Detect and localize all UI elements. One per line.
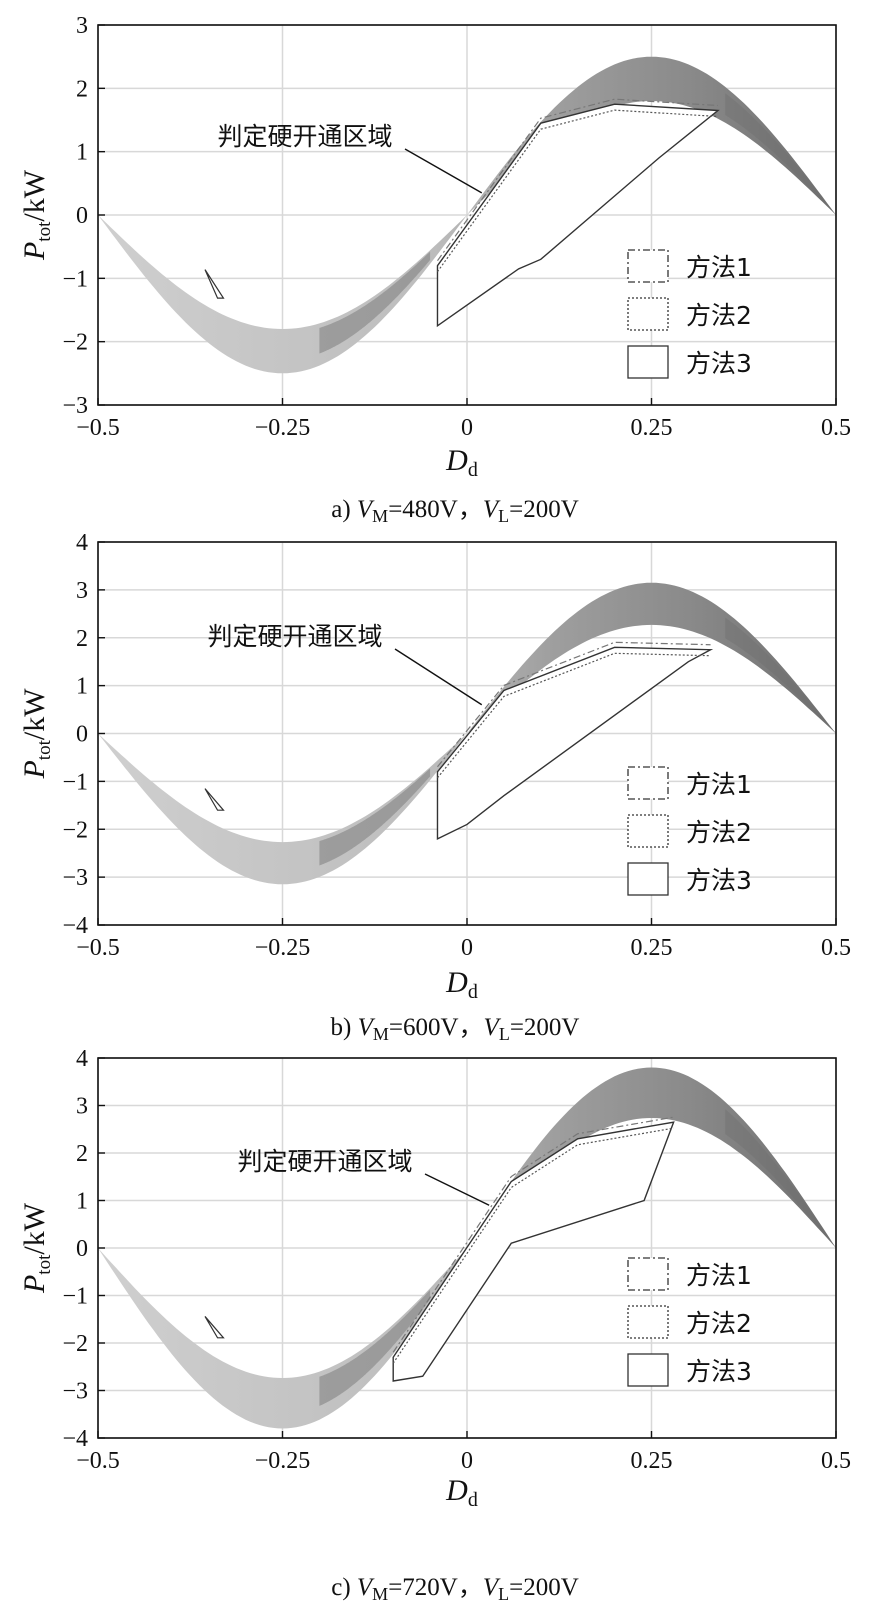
y-tick-label: 4	[76, 530, 88, 556]
power-surface	[98, 1067, 836, 1429]
legend-label-2: 方法2	[686, 1309, 752, 1338]
x-tick-label: 0	[461, 935, 473, 961]
hard-switch-notch	[204, 1316, 225, 1339]
dark-band-right	[725, 1109, 836, 1248]
dark-band-left	[319, 768, 431, 866]
legend-swatch-1	[627, 766, 669, 800]
y-tick-label: 0	[76, 722, 88, 748]
x-tick-label: 0.5	[821, 935, 851, 961]
x-tick-label: 0	[461, 1448, 473, 1474]
y-axis-label: Ptot/kW	[18, 169, 55, 261]
legend-swatch-1	[627, 1257, 669, 1291]
y-tick-label: 2	[76, 1141, 88, 1167]
legend-label-3: 方法3	[686, 349, 752, 378]
panel-caption: a) VM=480V，VL=200V	[331, 496, 579, 526]
annotation-leader	[394, 648, 483, 706]
hard-switch-notch	[204, 269, 225, 299]
x-axis-label: Dd	[445, 1474, 478, 1511]
x-tick-label: −0.5	[76, 935, 120, 961]
y-tick-label: −2	[62, 817, 88, 843]
legend-swatch-2	[627, 814, 669, 848]
y-tick-label: −1	[62, 1284, 88, 1310]
y-tick-label: 3	[76, 578, 88, 604]
legend-label-3: 方法3	[686, 866, 752, 895]
hard-switch-region	[392, 1121, 675, 1382]
hard-switch-region	[436, 103, 720, 328]
method2-boundary	[392, 1127, 674, 1364]
legend-label-2: 方法2	[686, 818, 752, 847]
panel-caption: b) VM=600V，VL=200V	[331, 1014, 580, 1044]
x-axis-label: Dd	[445, 444, 478, 481]
method1-boundary	[437, 641, 711, 768]
legend-label-1: 方法1	[686, 770, 752, 799]
y-tick-label: 0	[76, 1236, 88, 1262]
x-tick-label: 0.25	[631, 1448, 673, 1474]
annotation-label: 判定硬开通区域	[217, 122, 392, 151]
legend-swatch-2	[627, 297, 669, 331]
annotation-label: 判定硬开通区域	[237, 1147, 412, 1176]
y-tick-label: −3	[62, 865, 88, 891]
x-tick-label: −0.5	[76, 1448, 120, 1474]
power-surface	[98, 582, 836, 885]
dark-band-left	[319, 1289, 431, 1406]
panel-caption: c) VM=720V，VL=200V	[331, 1574, 579, 1604]
y-tick-label: −3	[62, 1379, 88, 1405]
y-tick-label: −1	[62, 266, 88, 292]
y-tick-label: 4	[76, 1046, 88, 1072]
x-tick-label: 0.25	[631, 935, 673, 961]
y-tick-label: 0	[76, 203, 88, 229]
hard-switch-region	[436, 646, 714, 840]
legend-label-3: 方法3	[686, 1357, 752, 1386]
legend-label-2: 方法2	[686, 301, 752, 330]
x-tick-label: −0.25	[255, 415, 311, 441]
dark-band-left	[319, 251, 431, 354]
hard-switch-notch	[204, 788, 225, 811]
y-tick-label: 3	[76, 13, 88, 39]
y-tick-label: 3	[76, 1094, 88, 1120]
method2-boundary	[436, 109, 718, 273]
y-tick-label: 1	[76, 1189, 88, 1215]
y-tick-label: −2	[62, 1331, 88, 1357]
y-tick-label: −4	[62, 913, 88, 939]
y-tick-label: 2	[76, 626, 88, 652]
method2-boundary	[437, 652, 711, 779]
y-tick-label: 2	[76, 76, 88, 102]
x-tick-label: 0.5	[821, 1448, 851, 1474]
annotation-leader	[404, 148, 483, 194]
x-tick-label: 0.5	[821, 415, 851, 441]
y-tick-label: −2	[62, 330, 88, 356]
power-surface	[98, 56, 836, 374]
y-tick-label: −3	[62, 393, 88, 419]
x-tick-label: −0.5	[76, 415, 120, 441]
annotation-leader	[424, 1173, 490, 1206]
y-tick-label: −1	[62, 769, 88, 795]
y-tick-label: 1	[76, 140, 88, 166]
chart-panel-a: −0.5 −0.25 0 0.25 0.5 −3 −2 −1 0 1 2 3 Dd Ptot/kW 判定硬开…	[18, 13, 851, 526]
y-tick-label: −4	[62, 1426, 88, 1452]
y-axis-label: Ptot/kW	[18, 688, 55, 780]
annotation-label: 判定硬开通区域	[207, 622, 382, 651]
x-tick-label: 0	[461, 415, 473, 441]
legend-swatch-1	[627, 249, 669, 283]
dark-band-right	[725, 617, 836, 734]
y-axis-label: Ptot/kW	[18, 1202, 55, 1294]
legend-swatch-3	[627, 345, 669, 379]
x-tick-label: −0.25	[255, 1448, 311, 1474]
legend-swatch-3	[627, 1353, 669, 1387]
legend-label-1: 方法1	[686, 1261, 752, 1290]
chart-panel-c: −0.5 −0.25 0 0.25 0.5 −4 −3 −2 −1 0 1 2 3 4 Dd Ptot/kW 判…	[18, 1046, 851, 1604]
legend-swatch-3	[627, 862, 669, 896]
y-tick-label: 1	[76, 674, 88, 700]
legend-label-1: 方法1	[686, 253, 752, 282]
dark-band-right	[725, 93, 836, 215]
legend-swatch-2	[627, 1305, 669, 1339]
x-tick-label: 0.25	[631, 415, 673, 441]
chart-panel-b: −0.5 −0.25 0 0.25 0.5 −4 −3 −2 −1 0 1 2 3 4 Dd Ptot/kW 判…	[18, 530, 851, 1044]
x-axis-label: Dd	[445, 966, 478, 1003]
x-tick-label: −0.25	[255, 935, 311, 961]
method1-boundary	[392, 1116, 674, 1353]
method1-boundary	[436, 98, 718, 262]
